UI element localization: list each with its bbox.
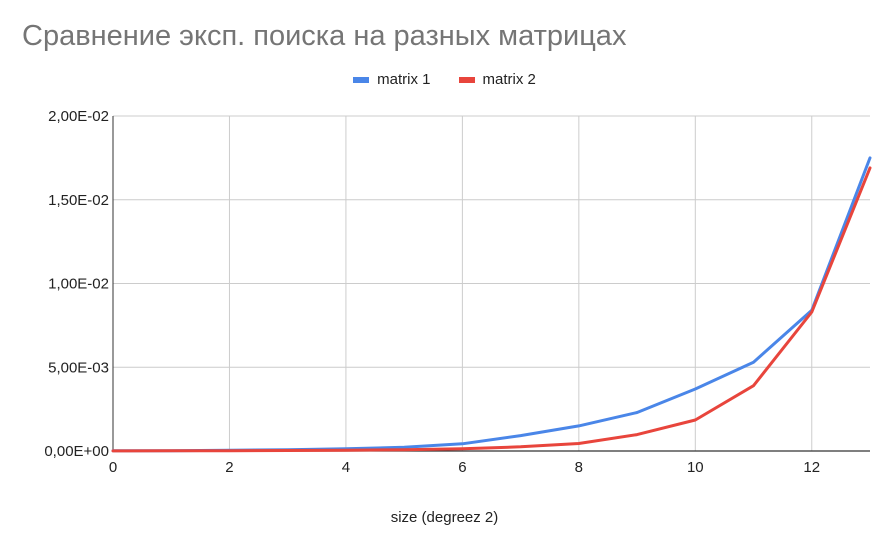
x-tick-label-1: 2: [225, 459, 233, 476]
legend-item-matrix-2[interactable]: matrix 2: [458, 71, 536, 88]
x-tick-label-2: 4: [342, 459, 350, 476]
legend: matrix 1 matrix 2: [0, 71, 889, 88]
legend-item-matrix-1[interactable]: matrix 1: [353, 71, 431, 88]
x-tick-label-0: 0: [109, 459, 117, 476]
x-tick-label-4: 8: [575, 459, 583, 476]
y-tick-label-3: 1,50E-02: [48, 192, 109, 209]
legend-swatch-matrix-1: [353, 76, 370, 83]
x-axis-label: size (degreez 2): [390, 509, 499, 526]
series-line-matrix-1: [111, 156, 872, 453]
y-tick-label-0: 0,00E+00: [44, 443, 109, 460]
legend-swatch-matrix-2: [458, 76, 475, 83]
x-tick-label-3: 6: [458, 459, 466, 476]
series-line-matrix-2: [111, 166, 872, 453]
legend-label-matrix-2: matrix 2: [482, 71, 536, 88]
x-tick-label-6: 12: [803, 459, 820, 476]
y-tick-label-2: 1,00E-02: [48, 276, 109, 293]
x-tick-label-5: 10: [687, 459, 704, 476]
y-tick-label-1: 5,00E-03: [48, 359, 109, 376]
chart-title: Сравнение эксп. поиска на разных матрица…: [22, 20, 627, 52]
y-tick-label-4: 2,00E-02: [48, 108, 109, 125]
legend-label-matrix-1: matrix 1: [377, 71, 431, 88]
